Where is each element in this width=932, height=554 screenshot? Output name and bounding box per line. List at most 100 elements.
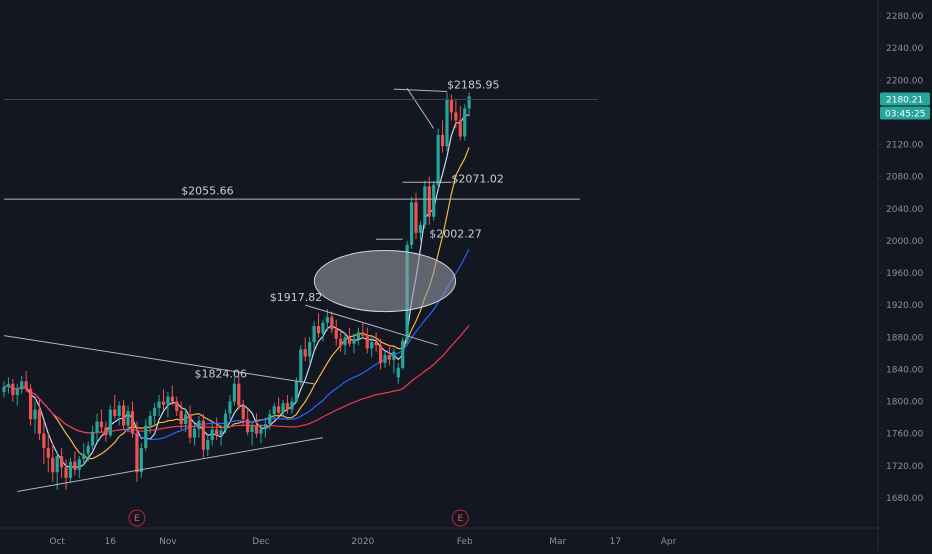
candle-body bbox=[370, 342, 374, 349]
candle-body bbox=[153, 407, 157, 416]
candle bbox=[370, 337, 374, 358]
candle-body bbox=[46, 448, 50, 458]
candle-body bbox=[445, 99, 449, 147]
candle bbox=[237, 375, 241, 410]
candle bbox=[46, 433, 50, 473]
candle bbox=[215, 417, 219, 441]
candle bbox=[454, 100, 458, 129]
candle-body bbox=[299, 349, 303, 382]
candle-body bbox=[401, 340, 405, 368]
candle bbox=[86, 441, 90, 462]
y-tick-label: 1920.00 bbox=[886, 301, 923, 311]
candle-body bbox=[51, 457, 55, 473]
candle-body bbox=[303, 349, 307, 357]
candle bbox=[64, 459, 68, 490]
candle bbox=[144, 419, 148, 452]
candle-body bbox=[440, 134, 445, 147]
candle bbox=[55, 451, 59, 490]
earnings-marker-circle[interactable] bbox=[128, 509, 146, 527]
candle bbox=[308, 337, 312, 363]
candle bbox=[157, 395, 161, 416]
candle-body bbox=[316, 326, 321, 334]
candle bbox=[126, 405, 130, 433]
y-tick-label: 1960.00 bbox=[886, 269, 923, 279]
candle bbox=[263, 417, 267, 438]
y-tick-label: 2280.00 bbox=[886, 12, 923, 22]
candle-body bbox=[277, 406, 281, 413]
candle-body bbox=[232, 383, 236, 402]
candle-body bbox=[157, 401, 161, 408]
candle-body bbox=[432, 184, 436, 217]
candle bbox=[11, 379, 15, 402]
candle-body bbox=[175, 401, 179, 412]
candle-body bbox=[418, 224, 423, 233]
y-tick-label: 2200.00 bbox=[886, 76, 923, 86]
candle bbox=[374, 332, 378, 352]
candle bbox=[436, 128, 440, 189]
candle bbox=[77, 456, 81, 478]
highlight-ellipse bbox=[313, 250, 457, 313]
earnings-marker-label: E bbox=[457, 514, 463, 524]
candle-body bbox=[330, 317, 334, 330]
candle bbox=[91, 425, 95, 450]
candle-body bbox=[250, 425, 254, 433]
candle bbox=[219, 425, 223, 446]
ma-line-medium bbox=[3, 147, 470, 460]
x-tick-label: Mar bbox=[549, 537, 566, 547]
countdown-label: 03:45:25 bbox=[885, 110, 925, 120]
trendline bbox=[17, 437, 324, 492]
candle bbox=[228, 395, 232, 420]
candle-body bbox=[285, 403, 290, 410]
price-annotations: $2185.95 $2071.02 $2055.66 $2002.27 $1917.82… bbox=[181, 78, 504, 380]
y-tick-label: 2000.00 bbox=[886, 237, 923, 247]
candle bbox=[113, 395, 117, 420]
candle bbox=[418, 220, 423, 241]
y-tick-label: 1680.00 bbox=[886, 494, 923, 504]
candle-body bbox=[206, 440, 210, 450]
candle-body bbox=[365, 335, 369, 349]
candle bbox=[241, 399, 245, 426]
candle-body bbox=[339, 338, 343, 346]
candle bbox=[104, 421, 108, 442]
earnings-marker[interactable]: E bbox=[451, 509, 469, 527]
candle bbox=[250, 421, 254, 446]
candle-body bbox=[161, 401, 166, 405]
y-tick-label: 2080.00 bbox=[886, 173, 923, 183]
candle-body bbox=[166, 396, 170, 405]
candle-body bbox=[259, 428, 263, 434]
candle-body bbox=[454, 112, 458, 121]
trendline bbox=[393, 88, 448, 93]
earnings-marker-label: E bbox=[134, 514, 140, 524]
candle-body bbox=[201, 420, 205, 450]
candle bbox=[179, 401, 183, 430]
candle-body bbox=[33, 409, 37, 420]
candle bbox=[445, 92, 449, 151]
candle-body bbox=[24, 381, 28, 389]
candle bbox=[281, 399, 285, 418]
candle-body bbox=[458, 120, 462, 137]
y-tick-label: 2120.00 bbox=[886, 141, 923, 151]
candle bbox=[325, 309, 329, 331]
candle bbox=[339, 329, 343, 352]
countdown-badge bbox=[880, 106, 930, 120]
candle bbox=[396, 362, 400, 384]
candle bbox=[95, 413, 99, 442]
candle bbox=[365, 327, 369, 354]
candle bbox=[401, 337, 405, 370]
candle-body bbox=[294, 381, 298, 402]
candle bbox=[24, 370, 28, 392]
x-tick-label: Oct bbox=[49, 537, 65, 547]
candle-body bbox=[436, 134, 440, 185]
candle bbox=[232, 377, 236, 406]
earnings-marker-circle[interactable] bbox=[451, 509, 469, 527]
candle bbox=[197, 415, 201, 438]
earnings-marker[interactable]: E bbox=[128, 509, 146, 527]
candle bbox=[458, 105, 462, 141]
candle bbox=[73, 451, 77, 476]
candle-body bbox=[99, 421, 104, 428]
y-tick-label: 2040.00 bbox=[886, 205, 923, 215]
moving-averages bbox=[3, 114, 470, 468]
candle-body bbox=[414, 202, 418, 233]
